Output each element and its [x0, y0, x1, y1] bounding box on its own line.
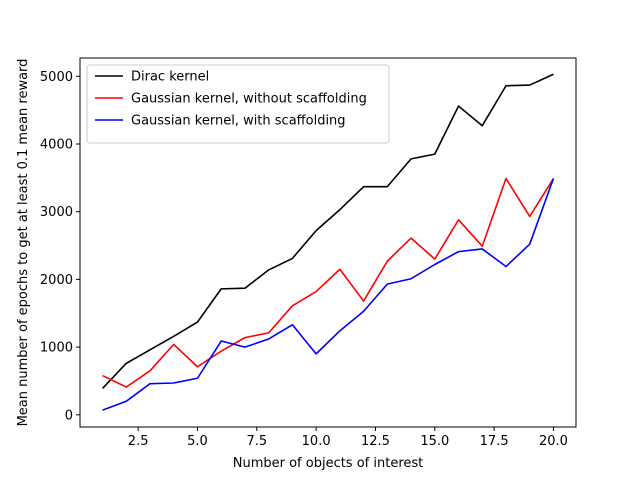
- legend-entry: Gaussian kernel, with scaffolding: [131, 114, 346, 129]
- plot-frame: [79, 57, 577, 428]
- x-axis: 2.5 5.0 7.5 10.0 12.5 15.0 17.5 20.0: [128, 427, 568, 449]
- series-layer: [101, 73, 555, 411]
- series-line-3: [102, 178, 555, 411]
- x-tick-label: 7.5: [246, 434, 267, 449]
- series-line-2: [102, 177, 555, 388]
- x-tick-label: 10.0: [302, 434, 331, 449]
- x-tick-label: 2.5: [128, 434, 149, 449]
- y-axis-label: Mean number of epochs to get at least 0.…: [16, 59, 31, 427]
- y-tick-label: 2000: [40, 273, 73, 288]
- legend-entry: Gaussian kernel, without scaffolding: [131, 92, 367, 107]
- x-tick-label: 17.5: [480, 434, 509, 449]
- legend-box: [86, 64, 390, 144]
- legend: Dirac kernel Gaussian kernel, without sca…: [86, 64, 390, 144]
- x-tick-label: 5.0: [187, 434, 208, 449]
- y-tick-label: 1000: [40, 341, 73, 356]
- x-tick-label: 20.0: [539, 434, 568, 449]
- legend-entry: Dirac kernel: [131, 70, 209, 85]
- y-tick-label: 3000: [40, 205, 73, 220]
- y-tick-label: 0: [65, 408, 73, 423]
- x-tick-label: 12.5: [361, 434, 390, 449]
- x-axis-label: Number of objects of interest: [233, 456, 424, 471]
- y-tick-label: 4000: [40, 137, 73, 152]
- y-axis: 0 1000 2000 3000 4000 5000: [40, 70, 80, 423]
- x-tick-label: 15.0: [420, 434, 449, 449]
- series-line-1: [101, 73, 554, 389]
- y-tick-label: 5000: [40, 70, 73, 85]
